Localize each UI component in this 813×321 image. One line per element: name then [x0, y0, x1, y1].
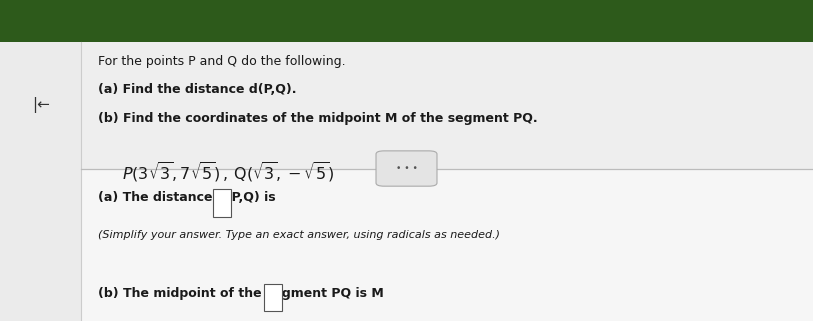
Text: (a) The distance d(P,Q) is: (a) The distance d(P,Q) is — [98, 191, 280, 204]
Text: • • •: • • • — [396, 164, 417, 173]
Text: $P(3\sqrt{3},7\sqrt{5})\,,\,\mathrm{Q}(\sqrt{3},-\sqrt{5})$: $P(3\sqrt{3},7\sqrt{5})\,,\,\mathrm{Q}(\… — [122, 160, 334, 185]
Text: |←: |← — [32, 97, 50, 113]
Bar — [81, 169, 813, 321]
FancyBboxPatch shape — [376, 151, 437, 186]
Text: (a) Find the distance d(P,Q).: (a) Find the distance d(P,Q). — [98, 83, 296, 96]
Bar — [0, 0, 813, 42]
Bar — [213, 189, 231, 217]
Text: (b) Find the coordinates of the midpoint M of the segment PQ.: (b) Find the coordinates of the midpoint… — [98, 112, 537, 125]
Bar — [81, 42, 813, 169]
Text: (Simplify your answer. Type an exact answer, using radicals as needed.): (Simplify your answer. Type an exact ans… — [98, 230, 499, 239]
Bar — [264, 284, 282, 311]
Bar — [0, 42, 81, 321]
Text: (b) The midpoint of the segment PQ is M: (b) The midpoint of the segment PQ is M — [98, 287, 383, 300]
Text: For the points P and Q do the following.: For the points P and Q do the following. — [98, 55, 346, 67]
